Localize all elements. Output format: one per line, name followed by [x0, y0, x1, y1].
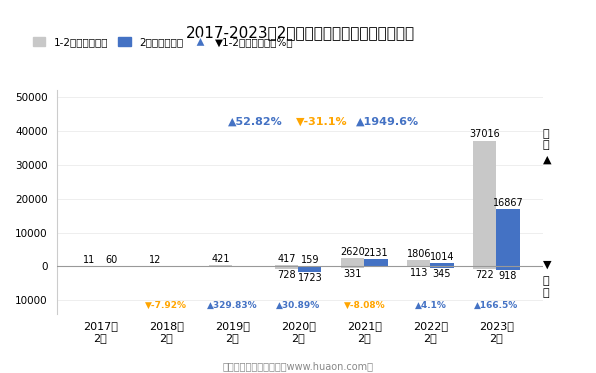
- Bar: [209, 265, 232, 266]
- Bar: [430, 263, 454, 266]
- Text: 331: 331: [344, 269, 362, 279]
- Text: 2620: 2620: [340, 247, 365, 257]
- Text: 制图：华经产业研究院（www.huaon.com）: 制图：华经产业研究院（www.huaon.com）: [222, 361, 374, 371]
- Text: 出
口: 出 口: [543, 129, 550, 150]
- Text: 2131: 2131: [364, 248, 388, 258]
- Text: ▲30.89%: ▲30.89%: [277, 301, 321, 310]
- Text: 1723: 1723: [297, 273, 322, 283]
- Bar: [275, 265, 299, 266]
- Text: ▼: ▼: [543, 260, 551, 270]
- Bar: [342, 266, 364, 267]
- Bar: [275, 266, 299, 269]
- Text: 11: 11: [83, 256, 95, 265]
- Text: 722: 722: [476, 270, 494, 280]
- Bar: [407, 266, 430, 267]
- Bar: [430, 266, 454, 267]
- Bar: [364, 259, 387, 266]
- Text: ▼-31.1%: ▼-31.1%: [296, 116, 347, 126]
- Text: 60: 60: [105, 255, 118, 265]
- Text: 113: 113: [409, 268, 428, 278]
- Bar: [496, 266, 520, 270]
- Text: 1806: 1806: [406, 249, 431, 259]
- Text: ▲4.1%: ▲4.1%: [414, 301, 446, 310]
- Text: ▲166.5%: ▲166.5%: [474, 301, 519, 310]
- Bar: [342, 257, 364, 266]
- Text: ▲: ▲: [543, 154, 551, 164]
- Text: 421: 421: [212, 254, 230, 264]
- Text: ▲1949.6%: ▲1949.6%: [356, 116, 419, 126]
- Text: 进
口: 进 口: [543, 276, 550, 298]
- Text: 918: 918: [499, 270, 517, 280]
- Text: 37016: 37016: [470, 129, 500, 139]
- Text: 159: 159: [300, 255, 319, 265]
- Text: ▼-7.92%: ▼-7.92%: [145, 301, 187, 310]
- Text: ▲52.82%: ▲52.82%: [228, 116, 283, 126]
- Text: 12: 12: [148, 256, 161, 265]
- Text: ▼-8.08%: ▼-8.08%: [344, 301, 385, 310]
- Text: 1014: 1014: [430, 252, 454, 262]
- Title: 2017-2023年2月满洲里综合保税区进、出口额: 2017-2023年2月满洲里综合保税区进、出口额: [185, 25, 415, 40]
- Text: 417: 417: [278, 254, 296, 264]
- Text: 728: 728: [278, 270, 296, 280]
- Text: 16867: 16867: [493, 198, 523, 207]
- Bar: [299, 266, 321, 272]
- Text: ▲329.83%: ▲329.83%: [207, 301, 257, 310]
- Text: 345: 345: [433, 269, 451, 279]
- Legend: 1-2月（万美元）, 2月（万美元）, ▼1-2月同比增速（%）: 1-2月（万美元）, 2月（万美元）, ▼1-2月同比增速（%）: [29, 33, 297, 51]
- Bar: [473, 141, 496, 266]
- Bar: [496, 209, 520, 266]
- Bar: [473, 266, 496, 269]
- Bar: [407, 260, 430, 266]
